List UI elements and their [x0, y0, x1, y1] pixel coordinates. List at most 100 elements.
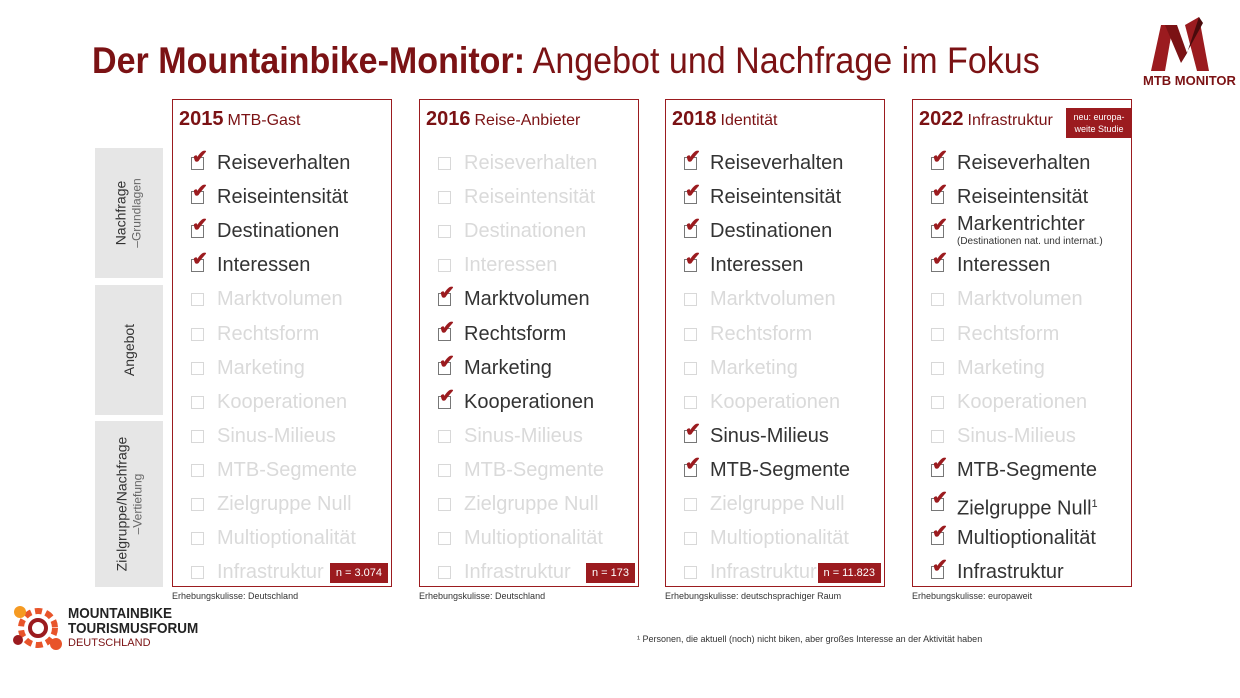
checklist-item-label: Interessen	[217, 253, 310, 277]
checkbox-empty-icon	[684, 361, 697, 375]
survey-area-caption: Erhebungskulisse: europaweit	[912, 591, 1033, 601]
checklist-item-label: Rechtsform	[464, 322, 566, 346]
checklist-item-text: Kooperationen	[464, 390, 595, 413]
checklist-item-text: Multioptionalität	[464, 527, 603, 550]
checklist-item-label: Multioptionalität	[957, 526, 1096, 550]
checklist-item-text: Infrastruktur	[217, 561, 324, 584]
checklist-item: Rechtsform	[929, 321, 1129, 353]
checklist-item: Reiseintensität	[436, 184, 636, 216]
checklist-item: Marktvolumen	[682, 286, 882, 318]
checkmark-icon: ✔	[192, 215, 208, 237]
checkbox-empty-icon	[684, 395, 697, 409]
checkmark-icon: ✔	[685, 147, 701, 168]
checklist-item-text: Reiseintensität	[464, 186, 596, 209]
checklist-item-text: Reiseintensität	[710, 186, 842, 209]
checklist-item-label: Markentrichter	[957, 212, 1085, 236]
checklist-item-label: Zielgruppe Null	[710, 492, 845, 516]
checklist-item: MTB-Segmente	[436, 457, 636, 489]
checkbox-checked-icon	[931, 566, 944, 580]
study-column-2018: 2018 Identität ✔ Reiseverhalten ✔ Reiseintens…	[665, 99, 885, 587]
checklist-item-label: Reiseintensität	[464, 185, 595, 209]
checkbox-checked-icon	[191, 225, 204, 239]
checkmark-icon: ✔	[192, 249, 208, 271]
forum-line1: MOUNTAINBIKE	[68, 605, 172, 622]
checklist-item: Infrastruktur	[436, 559, 636, 591]
checklist-item-text: Marketing	[217, 356, 305, 379]
checklist-item-label: Marktvolumen	[464, 287, 590, 311]
checklist-item-label: Interessen	[957, 253, 1050, 277]
checklist-item-text: Sinus-Milieus	[464, 424, 583, 447]
column-topic: Identität	[720, 112, 778, 129]
checklist-item-text: Zielgruppe Null	[464, 493, 599, 515]
checkbox-empty-icon	[191, 498, 204, 511]
checkbox-empty-icon	[684, 327, 697, 341]
row-label-zielgruppe-sub: –Vertiefung	[130, 473, 145, 535]
checklist-item-text: Zielgruppe Null	[217, 493, 352, 515]
checkmark-icon: ✔	[685, 453, 701, 475]
checkmark-icon: ✔	[439, 385, 455, 407]
checklist-item: Marketing	[929, 355, 1129, 387]
checklist-item: ✔ MTB-Segmente	[929, 454, 1129, 489]
checklist-item-text: Rechtsform	[710, 322, 813, 345]
checkmark-icon: ✔	[932, 488, 948, 509]
checklist-item-text: Kooperationen	[217, 390, 348, 413]
column-header: 2016 Reise-Anbieter	[426, 108, 580, 131]
checklist-item-label: Kooperationen	[710, 390, 840, 414]
column-topic: Reise-Anbieter	[474, 112, 581, 129]
checkmark-icon: ✔	[932, 147, 948, 168]
checklist-item-text: Marktvolumen	[710, 288, 836, 311]
checklist-item: ✔ Reiseintensität	[189, 182, 389, 216]
checklist-item: Marketing	[682, 355, 882, 387]
column-header: 2015 MTB-Gast	[179, 108, 300, 131]
checkbox-empty-icon	[438, 532, 451, 546]
checkbox-checked-icon	[684, 463, 697, 477]
checklist-item-label: Marketing	[217, 356, 305, 380]
checkbox-checked-icon	[438, 293, 451, 307]
checklist-item: Marktvolumen	[189, 286, 389, 318]
checklist-item-label: Infrastruktur	[464, 560, 571, 584]
survey-area-caption: Erhebungskulisse: Deutschland	[419, 591, 546, 601]
sample-size-badge: n = 11.823	[817, 563, 881, 583]
checklist-item-text: Multioptionalität	[957, 527, 1096, 550]
checkmark-icon: ✔	[932, 249, 948, 271]
checklist-item: ✔ Rechtsform	[436, 318, 636, 353]
checklist-item-text: Interessen	[957, 254, 1051, 277]
checklist-item-label: Sinus-Milieus	[464, 424, 583, 448]
checklist-item-text: Kooperationen	[957, 390, 1088, 413]
checklist-item-label: MTB-Segmente	[957, 458, 1097, 482]
checkbox-empty-icon	[931, 395, 944, 409]
checklist-item-text: MTB-Segmente	[217, 458, 358, 481]
checklist-item-label: Reiseverhalten	[957, 151, 1090, 175]
checklist-item-label: Infrastruktur	[710, 560, 817, 584]
checklist-item-label: Reiseintensität	[957, 185, 1088, 209]
checkmark-icon: ✔	[932, 215, 948, 237]
checkbox-empty-icon	[684, 532, 697, 546]
checkbox-empty-icon	[438, 429, 451, 443]
checkbox-empty-icon	[191, 532, 204, 546]
checklist-item-label: Rechtsform	[217, 322, 319, 346]
checkbox-checked-icon	[438, 395, 451, 409]
checklist-item-text: Interessen	[217, 254, 311, 277]
checkbox-empty-icon	[438, 498, 451, 511]
checklist-item-text: Interessen	[464, 254, 558, 277]
checklist-item: ✔ Interessen	[189, 249, 389, 284]
checklist-item: ✔ Destinationen	[682, 216, 882, 250]
checklist-item-text: Reiseintensität	[957, 186, 1089, 209]
checklist-item: ✔ Interessen	[682, 250, 882, 284]
row-label-angebot-main: Angebot	[120, 323, 137, 377]
checkbox-empty-icon	[438, 566, 451, 580]
checklist-item-label: Zielgruppe Null1	[957, 492, 1098, 521]
checkbox-empty-icon	[684, 498, 697, 511]
checklist-item-text: Marketing	[957, 356, 1045, 379]
checklist-item: Zielgruppe Null	[682, 491, 882, 523]
checklist-item-text: Markentrichter	[957, 213, 1085, 236]
checklist-item-label: Interessen	[464, 253, 557, 277]
checkbox-empty-icon	[191, 566, 204, 580]
checklist-item-text: Reiseverhalten	[957, 152, 1091, 174]
checklist-item-label: Marketing	[957, 356, 1045, 380]
forum-logo: MOUNTAINBIKE TOURISMUSFORUM DEUTSCHLAND	[10, 600, 230, 660]
checklist-item-text: Infrastruktur	[464, 561, 571, 584]
checklist-item-label: Reiseverhalten	[217, 151, 350, 175]
checkmark-icon: ✔	[439, 283, 455, 305]
checklist-item-text: Zielgruppe Null	[710, 493, 845, 515]
